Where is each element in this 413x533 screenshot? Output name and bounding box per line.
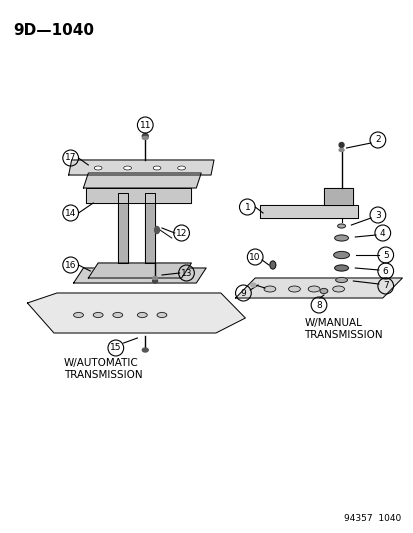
Ellipse shape: [153, 166, 161, 170]
Ellipse shape: [142, 133, 148, 139]
Polygon shape: [88, 263, 191, 278]
Ellipse shape: [250, 283, 255, 287]
Ellipse shape: [93, 312, 103, 318]
Ellipse shape: [269, 261, 275, 269]
Polygon shape: [117, 193, 127, 263]
Polygon shape: [83, 173, 201, 188]
Ellipse shape: [338, 149, 343, 151]
Ellipse shape: [334, 235, 348, 241]
Ellipse shape: [333, 252, 349, 259]
Text: 6: 6: [382, 266, 388, 276]
Text: 9D—1040: 9D—1040: [14, 23, 95, 38]
Ellipse shape: [142, 348, 148, 352]
Polygon shape: [259, 205, 357, 218]
Text: 11: 11: [139, 120, 151, 130]
Ellipse shape: [123, 166, 131, 170]
Polygon shape: [86, 188, 191, 203]
Text: 13: 13: [180, 269, 192, 278]
Text: 3: 3: [374, 211, 380, 220]
Text: 1: 1: [244, 203, 249, 212]
Polygon shape: [69, 160, 214, 175]
Text: W/MANUAL
TRANSMISSION: W/MANUAL TRANSMISSION: [304, 318, 382, 340]
Ellipse shape: [338, 142, 343, 148]
Ellipse shape: [319, 288, 327, 294]
Ellipse shape: [337, 224, 345, 228]
Text: 4: 4: [379, 229, 385, 238]
Text: 15: 15: [110, 343, 121, 352]
Ellipse shape: [152, 279, 157, 283]
Text: 94357  1040: 94357 1040: [343, 514, 400, 523]
Ellipse shape: [263, 286, 275, 292]
Polygon shape: [27, 293, 245, 333]
Ellipse shape: [307, 286, 319, 292]
Ellipse shape: [332, 286, 344, 292]
Ellipse shape: [137, 312, 147, 318]
Ellipse shape: [74, 312, 83, 318]
Polygon shape: [323, 188, 352, 205]
Polygon shape: [235, 278, 401, 298]
Text: 7: 7: [382, 281, 388, 290]
Ellipse shape: [113, 312, 122, 318]
Text: 8: 8: [316, 301, 321, 310]
Ellipse shape: [288, 286, 299, 292]
Ellipse shape: [154, 227, 159, 233]
Text: 14: 14: [65, 208, 76, 217]
Text: 9: 9: [240, 288, 246, 297]
Ellipse shape: [157, 312, 166, 318]
Polygon shape: [145, 193, 155, 263]
Ellipse shape: [334, 265, 348, 271]
Text: 5: 5: [382, 251, 388, 260]
Ellipse shape: [142, 136, 148, 140]
Text: 2: 2: [374, 135, 380, 144]
Text: W/AUTOMATIC
TRANSMISSION: W/AUTOMATIC TRANSMISSION: [64, 358, 142, 379]
Text: 16: 16: [65, 261, 76, 270]
Text: 10: 10: [249, 253, 260, 262]
Polygon shape: [74, 268, 206, 283]
Ellipse shape: [94, 166, 102, 170]
Ellipse shape: [335, 278, 347, 282]
Ellipse shape: [152, 277, 157, 279]
Ellipse shape: [177, 166, 185, 170]
Text: 12: 12: [176, 229, 187, 238]
Text: 17: 17: [65, 154, 76, 163]
